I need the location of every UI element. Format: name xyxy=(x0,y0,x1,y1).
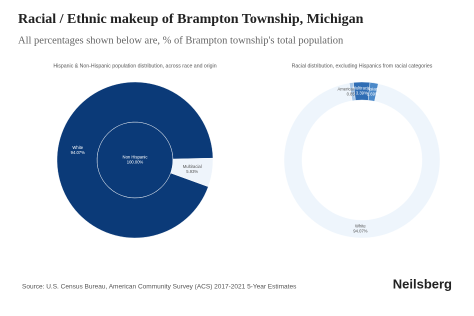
slice-label: Multiracial xyxy=(352,86,371,91)
slice-value-label: 94.07% xyxy=(71,150,85,155)
slice xyxy=(367,82,379,102)
page-subtitle: All percentages shown below are, % of Br… xyxy=(18,35,344,46)
slice-value-label: 3.39% xyxy=(356,91,368,96)
slice-label: White xyxy=(72,145,83,150)
brand: Neilsberg xyxy=(393,276,452,291)
chart-title: Racial distribution, excluding Hispanics… xyxy=(292,63,433,69)
slice-value-label: 5.93% xyxy=(186,169,198,174)
slice-label: White xyxy=(355,224,366,229)
slice-value-label: 1.69% xyxy=(367,91,379,96)
slice xyxy=(283,82,441,239)
source: Source: U.S. Census Bureau, American Com… xyxy=(22,284,297,291)
slice xyxy=(56,81,214,239)
chart-title: Hispanic & Non-Hispanic population distr… xyxy=(53,63,216,69)
slice-label: American Indian xyxy=(337,86,368,91)
slice-value-label: 94.07% xyxy=(353,229,367,234)
slice-value-label: 100.00% xyxy=(127,160,144,165)
slice xyxy=(170,157,214,187)
slice-label: Non Hispanic xyxy=(123,155,148,160)
slice-value-label: 0.85% xyxy=(347,91,359,96)
slice-label: Multiracial xyxy=(183,164,202,169)
slice-label: Asian xyxy=(368,86,379,91)
page-title: Racial / Ethnic makeup of Brampton Towns… xyxy=(18,12,364,27)
